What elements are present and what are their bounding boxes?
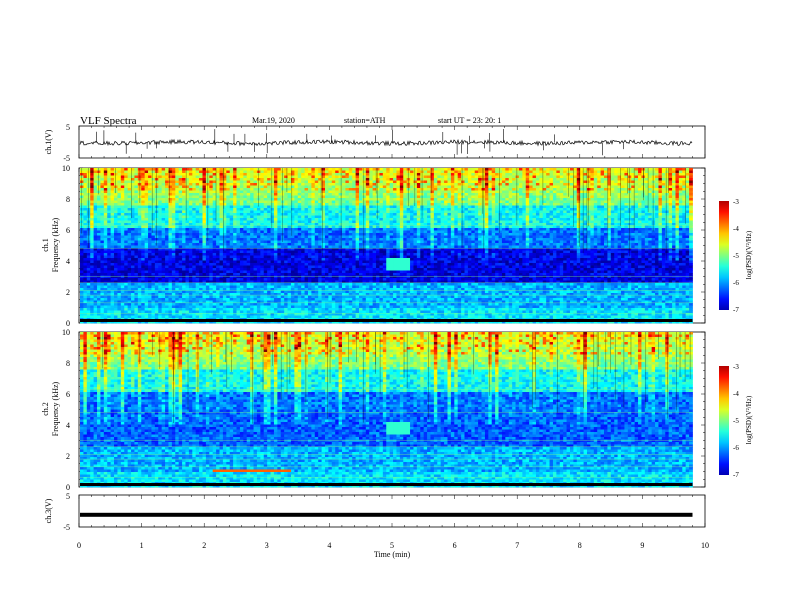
- ch1-colorbar: -3 -4 -5 -6 -7 log(PSD)(V²/Hz): [719, 198, 753, 314]
- ch3-trace: [80, 512, 693, 517]
- date-label: Mar.19, 2020: [252, 116, 295, 125]
- ch1-spikes: [96, 129, 624, 156]
- ch1-spec-ylabel-channel: ch.1: [41, 238, 50, 252]
- ch1-colorbar-tick: -6: [733, 279, 739, 287]
- x-tick-label: 1: [140, 541, 144, 550]
- ch1-colorbar-tick: -4: [733, 225, 739, 233]
- ch3-waveform-panel: 5 -5 ch.3(V): [44, 492, 706, 532]
- ch1-ytick-bottom: -5: [63, 154, 70, 163]
- ch1-ytick-top: 5: [66, 123, 70, 132]
- ch2-spec-ylabel-channel: ch.2: [41, 402, 50, 416]
- ch2-colorbar-tick: -3: [733, 363, 739, 371]
- figure-title: VLF Spectra: [80, 115, 137, 127]
- ch1-spec-yticks: 10 8 6 4 2 0: [62, 164, 70, 328]
- ch2-spec-ytick: 8: [66, 359, 70, 368]
- ch1-spec-ytick: 4: [66, 257, 70, 266]
- ch1-colorbar-tick: -7: [733, 306, 739, 314]
- ch3-frame: [78, 494, 706, 528]
- station-label: station=ATH: [344, 116, 386, 125]
- ch3-ylabel: ch.3(V): [44, 498, 53, 523]
- x-tick-label: 3: [265, 541, 269, 550]
- ch1-spec-ytick: 0: [66, 319, 70, 328]
- x-axis-label: Time (min): [374, 550, 411, 559]
- ch2-spec-ytick: 4: [66, 421, 70, 430]
- ch1-colorbar-tick: -5: [733, 252, 739, 260]
- ch2-spec-ylabel-frequency: Frequency (kHz): [51, 381, 60, 436]
- ch2-spec-yticks: 10 8 6 4 2 0: [62, 328, 70, 492]
- ch2-spectrogram-image: [80, 332, 693, 488]
- x-tick-label: 4: [327, 541, 331, 550]
- ch3-ytick-top: 5: [66, 492, 70, 501]
- ch2-colorbar-gradient: [719, 366, 729, 475]
- ch1-ylabel: ch.1(V): [44, 129, 53, 154]
- x-tick-label: 8: [578, 541, 582, 550]
- ch2-colorbar-tick: -5: [733, 417, 739, 425]
- x-tick-label: 10: [701, 541, 709, 550]
- x-tick-label: 7: [515, 541, 519, 550]
- ch1-spec-ytick: 6: [66, 226, 70, 235]
- ch2-colorbar-tick: -7: [733, 471, 739, 479]
- time-axis: 0 1 2 3 4 5 6 7 8 9 10 Time (min): [77, 541, 709, 559]
- ch2-spec-ytick: 6: [66, 390, 70, 399]
- ch1-spectrogram-image: [80, 168, 693, 324]
- ch2-colorbar: -3 -4 -5 -6 -7 log(PSD)(V²/Hz): [719, 363, 753, 479]
- ch2-spec-ytick: 0: [66, 483, 70, 492]
- ch2-colorbar-tick: -6: [733, 444, 739, 452]
- ch1-spec-ylabel-frequency: Frequency (kHz): [51, 217, 60, 272]
- ch1-colorbar-gradient: [719, 201, 729, 310]
- ch1-colorbar-label: log(PSD)(V²/Hz): [745, 230, 753, 279]
- x-tick-label: 6: [453, 541, 457, 550]
- x-tick-label: 5: [390, 541, 394, 550]
- ch1-colorbar-tick: -3: [733, 198, 739, 206]
- x-tick-label: 0: [77, 541, 81, 550]
- ch2-spec-ytick: 10: [62, 328, 70, 337]
- ch2-spec-ytick: 2: [66, 452, 70, 461]
- x-tick-label: 9: [640, 541, 644, 550]
- ch1-spec-ytick: 10: [62, 164, 70, 173]
- start-time-label: start UT = 23: 20: 1: [438, 116, 501, 125]
- ch2-colorbar-tick: -4: [733, 390, 739, 398]
- ch1-trace: [79, 138, 693, 147]
- ch1-spec-ytick: 2: [66, 288, 70, 297]
- ch3-ytick-bottom: -5: [63, 523, 70, 532]
- ch2-colorbar-label: log(PSD)(V²/Hz): [745, 395, 753, 444]
- ch1-spec-ytick: 8: [66, 195, 70, 204]
- x-tick-label: 2: [202, 541, 206, 550]
- ch1-waveform-panel: 5 -5 ch.1(V): [44, 123, 706, 163]
